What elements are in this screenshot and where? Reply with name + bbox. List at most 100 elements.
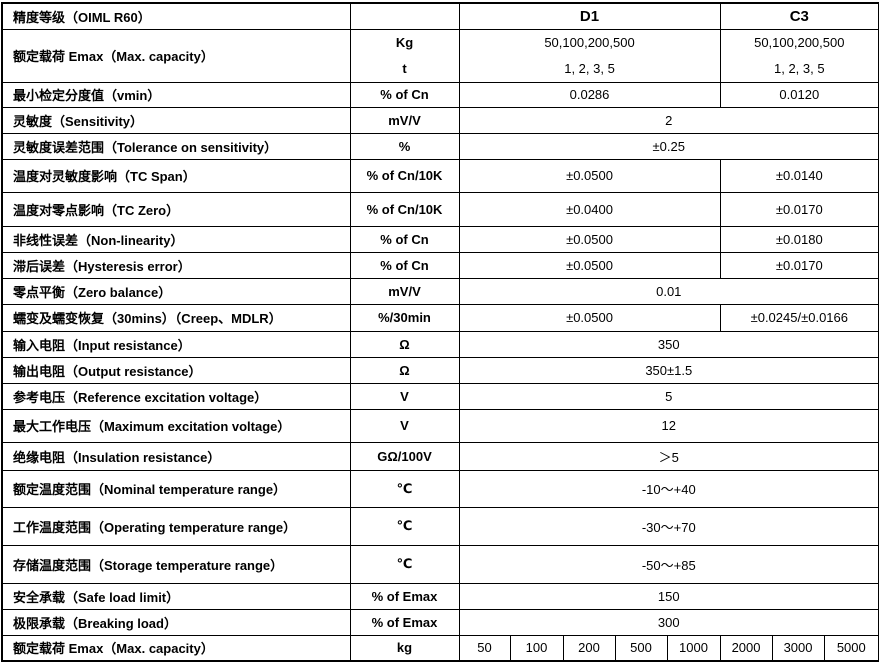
spec-unit: % of Emax (349, 582, 460, 610)
spec-value-c3: ±0.0170 (719, 191, 879, 227)
spec-value: 5 (458, 382, 879, 410)
spec-label: 温度对灵敏度影响（TC Span） (1, 158, 351, 193)
spec-label: 参考电压（Reference excitation voltage） (1, 382, 351, 410)
capacity-value: 100 (509, 634, 564, 662)
spec-unit: V (349, 382, 460, 410)
grade-d1: D1 (458, 2, 721, 30)
spec-value: 300 (458, 608, 879, 636)
spec-label: 极限承载（Breaking load） (1, 608, 351, 636)
spec-unit: % of Cn/10K (349, 191, 460, 227)
spec-value-d1: ±0.0400 (458, 191, 721, 227)
spec-value: 350±1.5 (458, 356, 879, 384)
spec-unit: ℃ (349, 506, 460, 546)
capacity-value: 2000 (719, 634, 773, 662)
spec-row: 灵敏度误差范围（Tolerance on sensitivity） % ±0.25 (1, 132, 879, 160)
spec-value-c3: ±0.0140 (719, 158, 879, 193)
spec-value-d1: ±0.0500 (458, 225, 721, 253)
capacity-value: 50 (458, 634, 511, 662)
spec-label: 绝缘电阻（Insulation resistance） (1, 441, 351, 471)
spec-row: 最大工作电压（Maximum excitation voltage） V 12 (1, 408, 879, 443)
d1-capacity-t: 1, 2, 3, 5 (564, 60, 615, 76)
spec-unit: % (349, 132, 460, 160)
spec-label: 温度对零点影响（TC Zero） (1, 191, 351, 227)
spec-value-c3: ±0.0180 (719, 225, 879, 253)
spec-value-d1: ±0.0500 (458, 251, 721, 279)
spec-label: 灵敏度误差范围（Tolerance on sensitivity） (1, 132, 351, 160)
d1-capacity-kg: 50,100,200,500 (544, 34, 635, 50)
spec-label: 最大工作电压（Maximum excitation voltage） (1, 408, 351, 443)
spec-value: 12 (458, 408, 879, 443)
spec-row: 输入电阻（Input resistance） Ω 350 (1, 330, 879, 358)
spec-label: 最小检定分度值（vmin） (1, 81, 351, 108)
capacity-value: 3000 (771, 634, 825, 662)
spec-label: 灵敏度（Sensitivity） (1, 106, 351, 134)
spec-row: 额定温度范围（Nominal temperature range） ℃ -10～+… (1, 469, 879, 508)
spec-unit: %/30min (349, 303, 460, 332)
capacity-unit-t: t (402, 60, 407, 76)
spec-value-c3: ±0.0245/±0.0166 (719, 303, 879, 332)
spec-label: 存储温度范围（Storage temperature range） (1, 544, 351, 584)
spec-label: 非线性误差（Non-linearity） (1, 225, 351, 253)
spec-row: 温度对灵敏度影响（TC Span） % of Cn/10K ±0.0500 ±0.0… (1, 158, 879, 193)
spec-unit: mV/V (349, 106, 460, 134)
spec-label: 额定温度范围（Nominal temperature range） (1, 469, 351, 508)
header-label: 精度等级（OIML R60） (1, 2, 351, 30)
spec-row: 非线性误差（Non-linearity） % of Cn ±0.0500 ±0.01… (1, 225, 879, 253)
spec-row: 存储温度范围（Storage temperature range） ℃ -50～+… (1, 544, 879, 584)
spec-row: 零点平衡（Zero balance） mV/V 0.01 (1, 277, 879, 305)
c3-capacity-kg: 50,100,200,500 (754, 34, 845, 50)
spec-row: 灵敏度（Sensitivity） mV/V 2 (1, 106, 879, 134)
spec-label: 输入电阻（Input resistance） (1, 330, 351, 358)
capacity-label: 额定载荷 Emax（Max. capacity） (1, 28, 351, 83)
spec-label: 安全承载（Safe load limit） (1, 582, 351, 610)
spec-value: 0.01 (458, 277, 879, 305)
spec-row: 滞后误差（Hysteresis error） % of Cn ±0.0500 ±0.… (1, 251, 879, 279)
spec-unit: % of Cn (349, 251, 460, 279)
spec-row: 安全承载（Safe load limit） % of Emax 150 (1, 582, 879, 610)
spec-unit: % of Cn (349, 81, 460, 108)
spec-unit: ℃ (349, 469, 460, 508)
capacity-value: 1000 (666, 634, 721, 662)
spec-value: ＞5 (458, 441, 879, 471)
footer-unit: kg (349, 634, 460, 662)
capacity-value: 500 (614, 634, 668, 662)
spec-row: 最小检定分度值（vmin） % of Cn 0.0286 0.0120 (1, 81, 879, 108)
header-row: 精度等级（OIML R60） D1 C3 (1, 2, 879, 30)
capacity-row: 额定载荷 Emax（Max. capacity） Kg t 50,100,200,… (1, 28, 879, 83)
spec-row: 蠕变及蠕变恢复（30mins）（Creep、MDLR） %/30min ±0.05… (1, 303, 879, 332)
spec-value-d1: ±0.0500 (458, 158, 721, 193)
c3-capacity-t: 1, 2, 3, 5 (773, 60, 825, 76)
spec-label: 滞后误差（Hysteresis error） (1, 251, 351, 279)
spec-value: ±0.25 (458, 132, 879, 160)
spec-row: 极限承载（Breaking load） % of Emax 300 (1, 608, 879, 636)
spec-value-d1: 0.0286 (458, 81, 721, 108)
capacity-value: 200 (562, 634, 616, 662)
spec-value: -50～+85 (458, 544, 879, 584)
spec-unit: mV/V (349, 277, 460, 305)
spec-value: -30～+70 (458, 506, 879, 546)
spec-row: 温度对零点影响（TC Zero） % of Cn/10K ±0.0400 ±0.01… (1, 191, 879, 227)
spec-unit: GΩ/100V (349, 441, 460, 471)
spec-value-d1: ±0.0500 (458, 303, 721, 332)
spec-value: -10～+40 (458, 469, 879, 508)
spec-label: 零点平衡（Zero balance） (1, 277, 351, 305)
spec-unit: % of Emax (349, 608, 460, 636)
spec-unit: ℃ (349, 544, 460, 584)
grade-c3: C3 (719, 2, 879, 30)
spec-value-c3: ±0.0170 (719, 251, 879, 279)
spec-label: 工作温度范围（Operating temperature range） (1, 506, 351, 546)
spec-value: 150 (458, 582, 879, 610)
capacity-value: 5000 (823, 634, 879, 662)
spec-value-c3: 0.0120 (719, 81, 879, 108)
spec-row: 输出电阻（Output resistance） Ω 350±1.5 (1, 356, 879, 384)
spec-row: 绝缘电阻（Insulation resistance） GΩ/100V ＞5 (1, 441, 879, 471)
spec-label: 输出电阻（Output resistance） (1, 356, 351, 384)
spec-label: 蠕变及蠕变恢复（30mins）（Creep、MDLR） (1, 303, 351, 332)
spec-value: 2 (458, 106, 879, 134)
spec-value: 350 (458, 330, 879, 358)
footer-label: 额定载荷 Emax（Max. capacity） (1, 634, 351, 662)
header-unit (349, 2, 460, 30)
capacity-list-row: 额定载荷 Emax（Max. capacity） kg 50 100 200 500 100… (1, 634, 879, 662)
